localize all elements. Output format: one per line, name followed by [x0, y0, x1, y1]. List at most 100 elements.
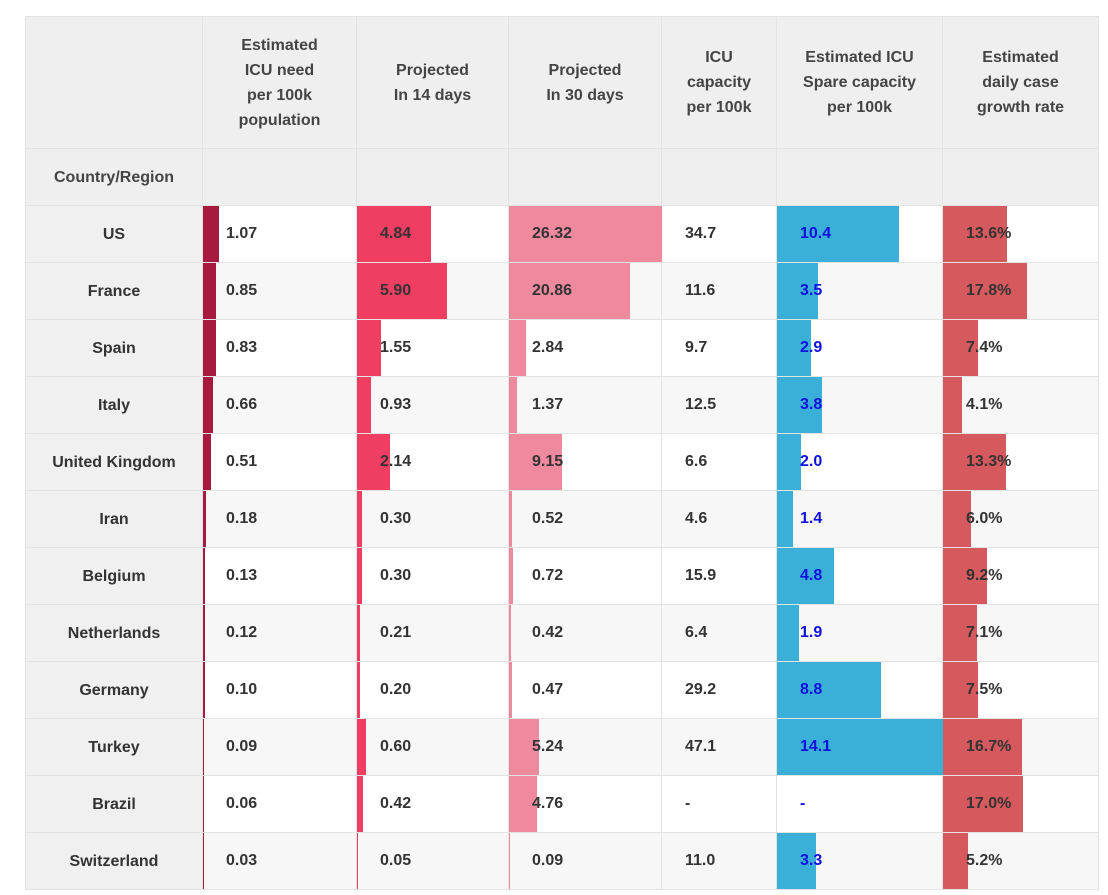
row-country: Netherlands	[25, 604, 203, 662]
cell-capacity: 6.4	[661, 604, 777, 662]
header-country[interactable]: Country/Region	[25, 148, 203, 206]
value-proj14: 2.14	[380, 453, 412, 470]
cell-icu-need: 0.66	[202, 376, 357, 434]
value-icu-need: 0.83	[226, 339, 258, 356]
cell-spare: 3.5	[776, 262, 943, 320]
value-capacity: 4.6	[685, 510, 708, 527]
bar-spare	[777, 263, 819, 319]
cell-proj14: 0.30	[356, 490, 509, 548]
value-proj30: 0.47	[532, 681, 564, 698]
bar-proj30	[509, 320, 526, 376]
value-growth: 17.0%	[966, 795, 1012, 812]
header-capacity-label: ICU capacity per 100k	[686, 49, 752, 116]
value-spare: 4.8	[800, 567, 823, 584]
table-row: Belgium 0.13 0.30 0.72 15.9 4.8 9.2%	[25, 547, 1099, 605]
blank-header-cell	[25, 16, 203, 149]
cell-spare: 3.8	[776, 376, 943, 434]
cell-spare: 1.9	[776, 604, 943, 662]
value-capacity: 12.5	[685, 396, 717, 413]
value-icu-need: 0.12	[226, 624, 258, 641]
value-proj14: 0.93	[380, 396, 412, 413]
cell-proj14: 0.42	[356, 775, 509, 833]
value-capacity: 6.4	[685, 624, 708, 641]
cell-icu-need: 0.10	[202, 661, 357, 719]
row-country: Spain	[25, 319, 203, 377]
value-capacity: 47.1	[685, 738, 717, 755]
table-row: US 1.07 4.84 26.32 34.7 10.4 13.6%	[25, 205, 1099, 263]
cell-capacity: 47.1	[661, 718, 777, 776]
cell-growth: 7.5%	[942, 661, 1099, 719]
bar-proj30	[509, 833, 510, 889]
value-icu-need: 0.10	[226, 681, 258, 698]
cell-proj30: 0.52	[508, 490, 662, 548]
table-row: Netherlands 0.12 0.21 0.42 6.4 1.9 7.1%	[25, 604, 1099, 662]
value-spare: 1.9	[800, 624, 823, 641]
bar-proj30	[509, 776, 537, 832]
cell-proj14: 1.55	[356, 319, 509, 377]
value-growth: 7.4%	[966, 339, 1003, 356]
value-proj30: 9.15	[532, 453, 564, 470]
row-country: Italy	[25, 376, 203, 434]
bar-proj30	[509, 548, 514, 604]
bar-growth	[943, 662, 979, 718]
table-row: Germany 0.10 0.20 0.47 29.2 8.8 7.5%	[25, 661, 1099, 719]
cell-spare: 8.8	[776, 661, 943, 719]
header-spare[interactable]: Estimated ICU Spare capacity per 100k	[776, 16, 943, 149]
bar-proj30	[509, 605, 512, 661]
value-icu-need: 1.07	[226, 225, 258, 242]
value-growth: 13.6%	[966, 225, 1012, 242]
value-growth: 16.7%	[966, 738, 1012, 755]
header-icu-need[interactable]: Estimated ICU need per 100k population	[202, 16, 357, 149]
row-country: Belgium	[25, 547, 203, 605]
bar-proj30	[509, 263, 631, 319]
bar-proj30	[509, 491, 513, 547]
cell-capacity: 11.0	[661, 832, 777, 890]
cell-proj14: 0.30	[356, 547, 509, 605]
value-growth: 17.8%	[966, 282, 1012, 299]
cell-capacity: 12.5	[661, 376, 777, 434]
cell-growth: 4.1%	[942, 376, 1099, 434]
header-proj30[interactable]: Projected In 30 days	[508, 16, 662, 149]
blank-index-cell	[356, 148, 509, 206]
cell-icu-need: 0.13	[202, 547, 357, 605]
bar-icu-need	[203, 719, 205, 775]
cell-capacity: 34.7	[661, 205, 777, 263]
cell-growth: 9.2%	[942, 547, 1099, 605]
bar-proj14	[357, 206, 431, 262]
cell-proj14: 4.84	[356, 205, 509, 263]
value-spare: 10.4	[800, 225, 832, 242]
table-row: Spain 0.83 1.55 2.84 9.7 2.9 7.4%	[25, 319, 1099, 377]
bar-proj30	[509, 662, 512, 718]
header-growth[interactable]: Estimated daily case growth rate	[942, 16, 1099, 149]
value-proj14: 0.21	[380, 624, 412, 641]
bar-spare	[777, 434, 801, 490]
value-proj14: 0.30	[380, 567, 412, 584]
cell-icu-need: 0.12	[202, 604, 357, 662]
cell-spare: 4.8	[776, 547, 943, 605]
value-proj30: 26.32	[532, 225, 573, 242]
value-spare: 14.1	[800, 738, 832, 755]
value-spare: 1.4	[800, 510, 823, 527]
table-row: United Kingdom 0.51 2.14 9.15 6.6 2.0 13.3%	[25, 433, 1099, 491]
value-icu-need: 0.09	[226, 738, 258, 755]
cell-spare: 2.0	[776, 433, 943, 491]
value-capacity: -	[685, 795, 691, 812]
header-proj14[interactable]: Projected In 14 days	[356, 16, 509, 149]
bar-proj14	[357, 434, 390, 490]
cell-proj30: 20.86	[508, 262, 662, 320]
value-proj30: 0.52	[532, 510, 564, 527]
value-icu-need: 0.66	[226, 396, 258, 413]
row-country: Turkey	[25, 718, 203, 776]
value-spare: 3.8	[800, 396, 823, 413]
bar-spare	[777, 491, 794, 547]
header-capacity[interactable]: ICU capacity per 100k	[661, 16, 777, 149]
bar-spare	[777, 662, 881, 718]
table-row: Brazil 0.06 0.42 4.76 - - 17.0%	[25, 775, 1099, 833]
header-proj30-label: Projected In 30 days	[546, 61, 624, 104]
bar-icu-need	[203, 491, 206, 547]
cell-spare: 10.4	[776, 205, 943, 263]
bar-proj14	[357, 491, 362, 547]
table-row: Turkey 0.09 0.60 5.24 47.1 14.1 16.7%	[25, 718, 1099, 776]
cell-capacity: -	[661, 775, 777, 833]
cell-capacity: 6.6	[661, 433, 777, 491]
